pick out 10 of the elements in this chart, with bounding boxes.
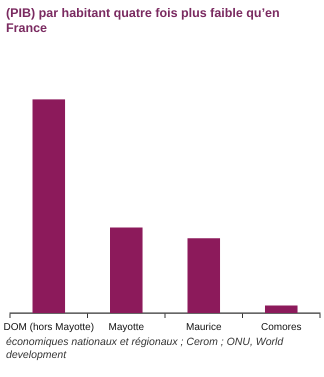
- bar: [187, 238, 220, 313]
- chart-title: (PIB) par habitant quatre fois plus faible qu’en France: [5, 5, 281, 36]
- x-tick-label: Maurice: [186, 322, 222, 333]
- x-tick-label: Mayotte: [108, 322, 144, 333]
- x-tick-label: DOM (hors Mayotte): [3, 322, 94, 333]
- x-tick-label: Comores: [260, 322, 302, 333]
- bar: [32, 99, 66, 313]
- bar: [264, 306, 298, 313]
- bar: [110, 228, 143, 313]
- text: économiques nationaux et régionaux ; Cerom ; ONU, World development: [5, 336, 284, 362]
